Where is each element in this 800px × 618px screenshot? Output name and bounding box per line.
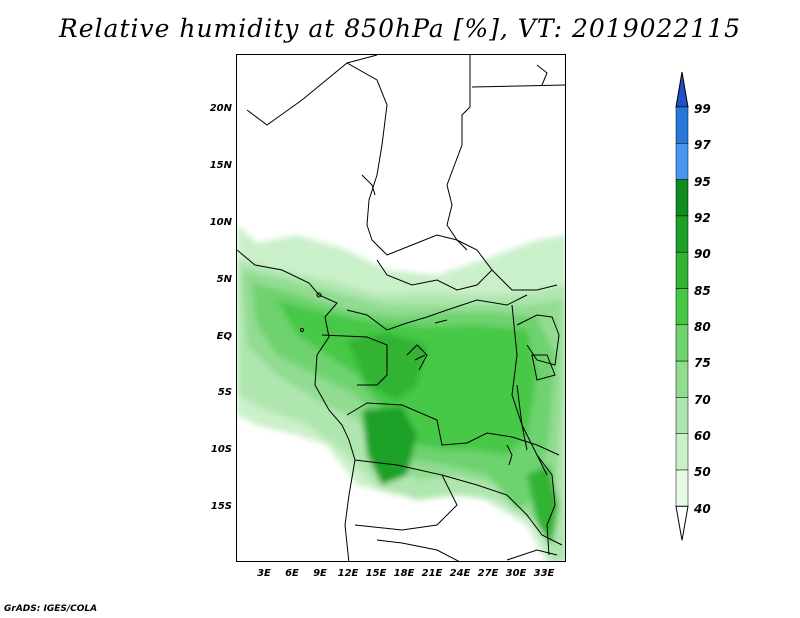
lat-label-15n: 15N bbox=[209, 160, 232, 171]
lat-label-10n: 10N bbox=[209, 217, 232, 228]
colorbar bbox=[675, 71, 689, 541]
lon-label-15e: 15E bbox=[365, 568, 387, 579]
lon-label-9e: 9E bbox=[313, 568, 327, 579]
lon-label-12e: 12E bbox=[337, 568, 359, 579]
colorbar-bottom-arrow bbox=[675, 505, 689, 541]
lat-label-10s: 10S bbox=[210, 444, 232, 455]
colorbar-label-50: 50 bbox=[694, 465, 711, 479]
lat-label-20n: 20N bbox=[209, 103, 232, 114]
colorbar-label-85: 85 bbox=[694, 284, 711, 298]
colorbar-label-95: 95 bbox=[694, 175, 711, 189]
lon-label-30e: 30E bbox=[505, 568, 527, 579]
lon-label-24e: 24E bbox=[449, 568, 471, 579]
lat-label-eq: EQ bbox=[216, 331, 232, 342]
map-plot-area bbox=[236, 54, 566, 562]
lon-label-21e: 21E bbox=[421, 568, 443, 579]
colorbar-segment bbox=[675, 106, 689, 144]
lat-label-5s: 5S bbox=[217, 387, 232, 398]
colorbar-label-97: 97 bbox=[694, 138, 711, 152]
colorbar-segment bbox=[675, 397, 689, 434]
colorbar-label-92: 92 bbox=[694, 211, 711, 225]
humidity-map bbox=[237, 55, 565, 561]
colorbar-segment bbox=[675, 324, 689, 362]
map-title: Relative humidity at 850hPa [%], VT: 201… bbox=[58, 14, 742, 43]
lon-label-18e: 18E bbox=[393, 568, 415, 579]
colorbar-label-99: 99 bbox=[694, 102, 711, 116]
colorbar-segment bbox=[675, 179, 689, 217]
colorbar-segment bbox=[675, 360, 689, 398]
grads-credit: GrADS: IGES/COLA bbox=[4, 604, 98, 614]
lon-label-6e: 6E bbox=[285, 568, 299, 579]
colorbar-top-arrow bbox=[675, 71, 689, 108]
country-borders bbox=[237, 55, 565, 561]
lakes-islands bbox=[300, 292, 513, 466]
colorbar-segment bbox=[675, 433, 689, 471]
humidity-shading bbox=[237, 225, 565, 561]
lon-label-3e: 3E bbox=[257, 568, 271, 579]
colorbar-segment bbox=[675, 143, 689, 180]
lat-label-15s: 15S bbox=[210, 501, 232, 512]
colorbar-label-90: 90 bbox=[694, 247, 711, 261]
colorbar-segment bbox=[675, 469, 689, 507]
lat-label-5n: 5N bbox=[216, 274, 232, 285]
colorbar-segment bbox=[675, 215, 689, 253]
colorbar-label-70: 70 bbox=[694, 393, 711, 407]
colorbar-segment bbox=[675, 288, 689, 326]
colorbar-label-40: 40 bbox=[694, 502, 711, 516]
colorbar-label-80: 80 bbox=[694, 320, 711, 334]
colorbar-label-75: 75 bbox=[694, 356, 711, 370]
colorbar-segment bbox=[675, 251, 689, 289]
colorbar-label-60: 60 bbox=[694, 429, 711, 443]
lon-label-27e: 27E bbox=[477, 568, 499, 579]
colorbar-segments bbox=[675, 71, 689, 541]
lon-label-33e: 33E bbox=[533, 568, 555, 579]
